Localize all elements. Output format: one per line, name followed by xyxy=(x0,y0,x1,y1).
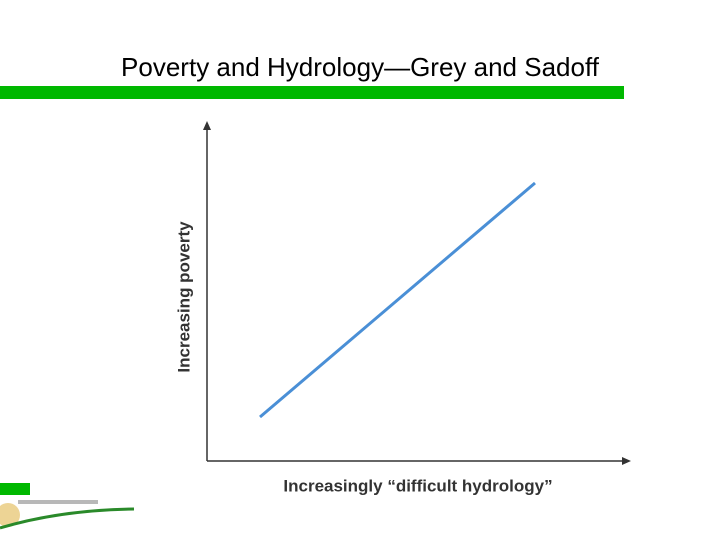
x-axis-label: Increasingly “difficult hydrology” xyxy=(283,476,552,495)
logo-text xyxy=(18,500,98,504)
logo-bar xyxy=(0,483,30,495)
logo xyxy=(0,483,135,530)
trend-line xyxy=(259,181,536,419)
y-axis-label: Increasing poverty xyxy=(174,221,193,373)
title-underline xyxy=(0,86,624,99)
logo-swoosh xyxy=(0,507,135,530)
slide-title: Poverty and Hydrology—Grey and Sadoff xyxy=(121,52,600,82)
logo-emblem xyxy=(0,503,20,527)
concept-chart: Increasing poverty Increasingly “difficu… xyxy=(174,121,631,495)
x-axis-arrow xyxy=(622,457,631,465)
y-axis-arrow xyxy=(203,121,211,130)
